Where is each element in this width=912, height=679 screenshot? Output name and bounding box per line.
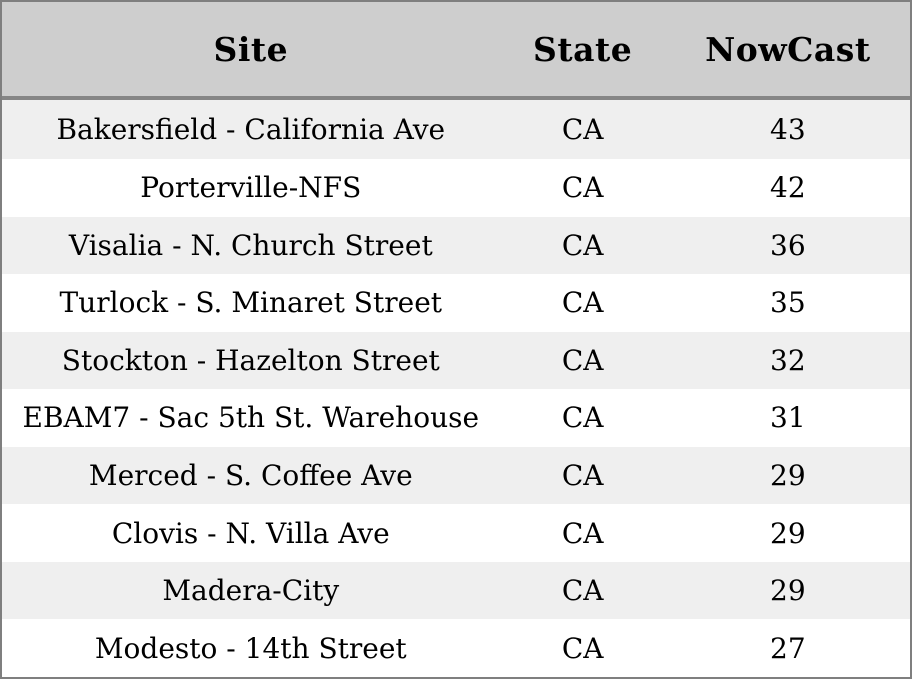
nowcast-cell: 43 xyxy=(770,113,806,147)
table-header: Site State NowCast xyxy=(2,2,910,100)
nowcast-cell: 42 xyxy=(770,171,806,205)
state-cell: CA xyxy=(561,631,604,665)
state-cell: CA xyxy=(561,343,604,377)
site-cell: Stockton - Hazelton Street xyxy=(61,343,440,377)
nowcast-cell: 36 xyxy=(770,228,806,262)
state-cell: CA xyxy=(561,516,604,550)
column-header-site: Site xyxy=(2,2,500,100)
state-cell: CA xyxy=(561,574,604,608)
table-row: Turlock - S. Minaret Street CA 35 xyxy=(2,274,910,332)
site-cell: EBAM7 - Sac 5th St. Warehouse xyxy=(22,401,480,435)
nowcast-cell: 29 xyxy=(770,574,806,608)
header-row: Site State NowCast xyxy=(2,2,910,100)
state-cell: CA xyxy=(561,228,604,262)
table-row: Porterville-NFS CA 42 xyxy=(2,159,910,217)
state-cell: CA xyxy=(561,401,604,435)
nowcast-cell: 29 xyxy=(770,516,806,550)
site-cell: Turlock - S. Minaret Street xyxy=(59,286,443,320)
state-cell: CA xyxy=(561,459,604,493)
state-cell: CA xyxy=(561,113,604,147)
site-cell: Clovis - N. Villa Ave xyxy=(111,516,390,550)
table-row: Merced - S. Coffee Ave CA 29 xyxy=(2,446,910,505)
table-row: Visalia - N. Church Street CA 36 xyxy=(2,216,910,275)
site-cell: Madera-City xyxy=(162,574,340,608)
nowcast-cell: 32 xyxy=(770,343,806,377)
site-cell: Visalia - N. Church Street xyxy=(68,228,433,262)
nowcast-cell: 35 xyxy=(770,286,806,320)
nowcast-cell: 27 xyxy=(770,631,806,665)
site-cell: Porterville-NFS xyxy=(140,171,362,205)
table-row: Clovis - N. Villa Ave CA 29 xyxy=(2,504,910,562)
table-row: Modesto - 14th Street CA 27 xyxy=(2,619,910,677)
column-header-nowcast: NowCast xyxy=(665,2,910,100)
site-cell: Modesto - 14th Street xyxy=(94,631,407,665)
table-row: Bakersfield - California Ave CA 43 xyxy=(2,98,910,160)
column-header-state: State xyxy=(499,2,666,100)
nowcast-cell: 29 xyxy=(770,459,806,493)
table-body: Bakersfield - California Ave CA 43 Porte… xyxy=(2,98,910,677)
state-cell: CA xyxy=(561,286,604,320)
site-cell: Bakersfield - California Ave xyxy=(56,113,446,147)
table-row: Madera-City CA 29 xyxy=(2,561,910,620)
table-row: Stockton - Hazelton Street CA 32 xyxy=(2,331,910,390)
nowcast-cell: 31 xyxy=(770,401,806,435)
site-cell: Merced - S. Coffee Ave xyxy=(88,459,413,493)
state-cell: CA xyxy=(561,171,604,205)
table-row: EBAM7 - Sac 5th St. Warehouse CA 31 xyxy=(2,389,910,447)
